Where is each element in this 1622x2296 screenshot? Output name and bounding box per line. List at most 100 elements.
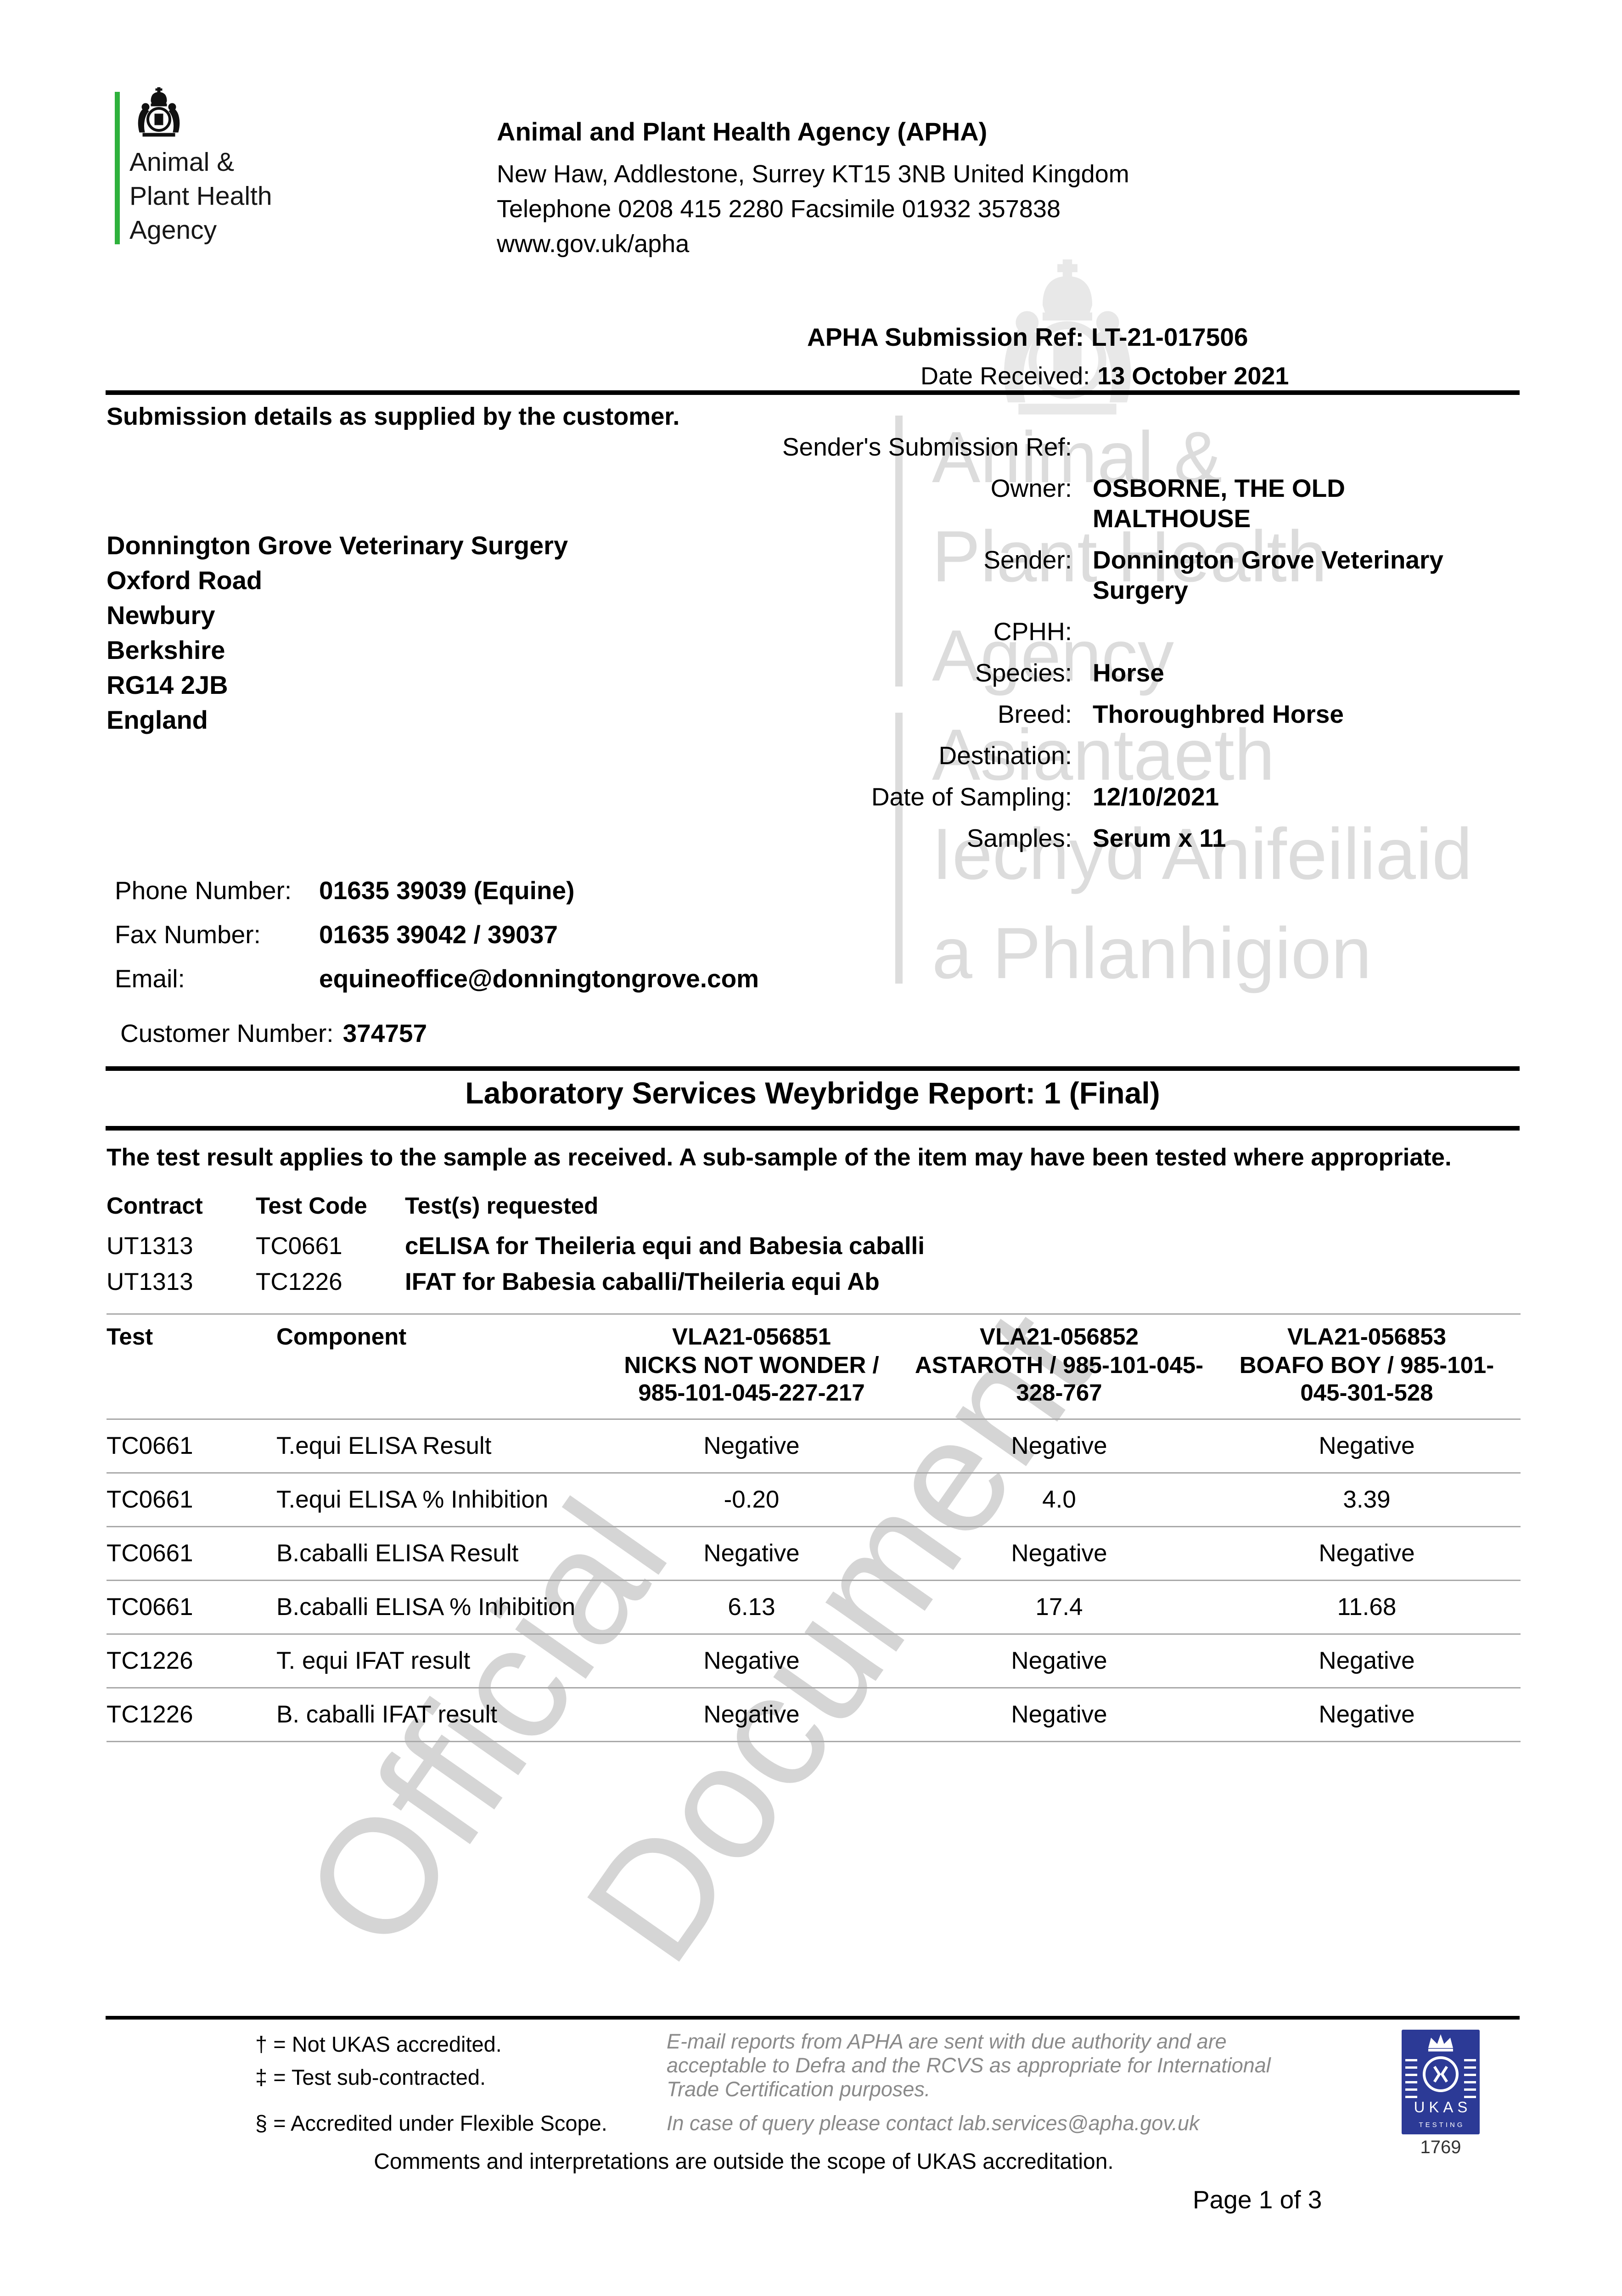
contract-cell: UT1313 [107,1268,193,1295]
field-value [1093,432,1478,462]
result-value-sample-1: Negative [703,1701,800,1728]
customer-contact-fields: Phone Number: 01635 39039 (Equine) Fax N… [115,876,759,993]
ukas-ticks [1464,2059,1476,2102]
result-component: T.equi ELISA Result [276,1432,492,1459]
ukas-type: TESTING [1419,2121,1465,2129]
result-test-code: TC0661 [107,1593,193,1621]
logo-line: Plant Health [129,181,272,211]
result-component: T. equi IFAT result [276,1647,471,1674]
watermark-line: a Phlanhigion [932,913,1372,994]
sample-id: VLA21-056851 [672,1323,831,1350]
ukas-acronym: UKAS [1414,2099,1472,2116]
agency-website: www.gov.uk/apha [497,230,690,258]
report-title: Laboratory Services Weybridge Report: 1 … [465,1076,1160,1110]
result-row: TC0661 B.caballi ELISA % Inhibition 6.13… [107,1580,1521,1633]
test-code-cell: TC0661 [256,1232,342,1260]
result-value-sample-3: Negative [1319,1701,1415,1728]
royal-crest-icon [129,87,188,146]
result-value-sample-2: Negative [1011,1432,1107,1459]
col-sample-3: VLA21-056853 BOAFO BOY / 985-101-045-301… [1213,1323,1521,1407]
results-header-row: Test Component VLA21-056851 NICKS NOT WO… [107,1323,1521,1418]
result-component: B. caballi IFAT result [276,1701,498,1728]
field-value [1093,616,1478,647]
agency-phone: Telephone 0208 415 2280 Facsimile 01932 … [497,195,1061,223]
tests-requested-header: Contract Test Code Test(s) requested [107,1192,1254,1220]
crest-watermark [969,259,1166,436]
result-value-sample-2: Negative [1011,1647,1107,1674]
field-value: Horse [1093,658,1164,687]
result-value-sample-3: 11.68 [1337,1593,1397,1621]
result-test-code: TC0661 [107,1432,193,1459]
bilingual-watermark: Animal & Plant Health Agency Asiantaeth Iech… [932,408,1472,1003]
tests-requested-row: UT1313 TC0661 cELISA for Theileria equi … [107,1232,1254,1260]
result-row: TC0661 B.caballi ELISA Result Negative N… [107,1526,1521,1580]
legend-item: § = Accredited under Flexible Scope. [255,2111,607,2135]
result-value-sample-1: Negative [703,1647,800,1674]
field-label: Destination: [938,741,1072,770]
contact-value: 01635 39039 (Equine) [319,876,575,905]
address-line: Donnington Grove Veterinary Surgery [107,531,568,560]
sample-id: VLA21-056853 [1287,1323,1446,1350]
field-label: Sender's Submission Ref: [782,433,1072,461]
watermark-line: Iechyd Anifeiliaid [932,814,1472,895]
result-value-sample-2: Negative [1011,1701,1107,1728]
field-value: Thoroughbred Horse [1093,700,1344,728]
logo-line: Animal & [129,147,235,177]
ukas-comments-note: Comments and interpretations are outside… [374,2150,1114,2174]
date-received-value: 13 October 2021 [1097,362,1289,390]
apha-submission-ref: APHA Submission Ref: LT-21-017506 [807,322,1248,352]
field-label: CPHH: [993,617,1072,646]
agency-contact-block: Animal and Plant Health Agency (APHA) Ne… [497,118,1129,264]
contact-value: 01635 39042 / 39037 [319,920,558,949]
contact-label: Email: [115,964,185,993]
watermark-line: Animal & [932,417,1223,498]
sample-name: BOAFO BOY / 985-101-045-301-528 [1239,1352,1494,1406]
crest-watermark-icon [1004,259,1131,415]
result-value-sample-1: 6.13 [728,1593,775,1621]
field-value: OSBORNE, THE OLD MALTHOUSE [1093,474,1346,533]
divider-rule [106,390,1520,395]
watermark-line: Asiantaeth [932,715,1275,795]
contact-label: Phone Number: [115,876,292,905]
tests-requested-row: UT1313 TC1226 IFAT for Babesia caballi/T… [107,1268,1254,1296]
report-note: The test result applies to the sample as… [107,1144,1452,1171]
field-value: Serum x 11 [1093,824,1226,852]
agency-address: New Haw, Addlestone, Surrey KT15 3NB Uni… [497,160,1129,188]
tests-requested-body: UT1313 TC0661 cELISA for Theileria equi … [107,1232,1254,1296]
result-component: T.equi ELISA % Inhibition [276,1486,549,1513]
address-line: Newbury [107,601,215,630]
page-number: Page 1 of 3 [1193,2185,1322,2214]
divider-rule [106,1066,1520,1071]
field-value: Donnington Grove Veterinary Surgery [1093,546,1444,604]
contract-cell: UT1313 [107,1232,193,1260]
submission-ref-value: LT-21-017506 [1091,323,1248,351]
ukas-crown-icon [1423,2034,1459,2092]
col-component: Component [276,1323,407,1350]
sample-name: NICKS NOT WONDER / 985-101-045-227-217 [624,1352,879,1406]
address-line: England [107,705,208,734]
sample-id: VLA21-056852 [980,1323,1139,1350]
ukas-ticks [1405,2059,1417,2102]
logo-green-bar [115,92,120,244]
watermark-line: Plant Health [932,516,1327,597]
field-label: Owner: [990,474,1072,502]
divider-rule [106,1126,1520,1131]
submission-fields: Sender's Submission Ref: Owner: OSBORNE,… [776,432,1478,853]
result-value-sample-2: Negative [1011,1540,1107,1567]
result-value-sample-2: 17.4 [1035,1593,1083,1621]
customer-number-label: Customer Number: [120,1019,334,1047]
result-test-code: TC1226 [107,1701,193,1728]
customer-number-value: 374757 [342,1019,427,1047]
ukas-logo: UKAS TESTING [1402,2030,1480,2134]
contact-value: equineoffice@donningtongrove.com [319,964,759,993]
col-sample-2: VLA21-056852 ASTAROTH / 985-101-045-328-… [905,1323,1213,1407]
divider-rule [106,2016,1520,2020]
field-label: Date of Sampling: [871,782,1072,811]
customer-number: Customer Number: 374757 [120,1019,427,1048]
result-value-sample-2: 4.0 [1042,1486,1076,1513]
field-label: Samples: [966,824,1072,852]
date-received: Date Received: 13 October 2021 [920,362,1289,390]
result-value-sample-3: Negative [1319,1432,1415,1459]
query-contact-notice: In case of query please contact lab.serv… [667,2111,1200,2135]
